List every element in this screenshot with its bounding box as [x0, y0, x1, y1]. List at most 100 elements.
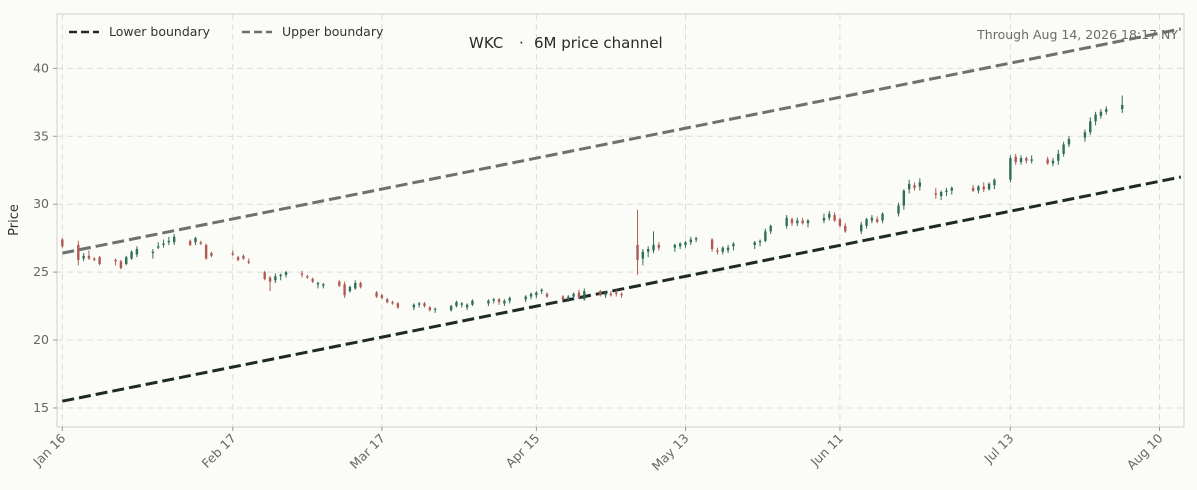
candle	[125, 255, 128, 266]
candle	[417, 302, 421, 308]
candle	[913, 182, 916, 191]
candle-body	[609, 293, 613, 296]
candle-body	[77, 244, 80, 260]
candle-body	[982, 186, 985, 190]
legend-label-lower: Lower boundary	[109, 24, 211, 39]
candle-body	[796, 220, 799, 224]
candle	[279, 273, 282, 281]
candle-body	[487, 300, 490, 304]
candle-body	[897, 205, 900, 214]
y-axis-ticks: 15 20 25 30 35 40	[33, 60, 57, 415]
candle-body	[210, 253, 213, 256]
candle	[620, 292, 623, 298]
candle-body	[433, 308, 437, 310]
candle	[508, 296, 511, 304]
y-tick-label: 20	[33, 332, 49, 347]
candle	[487, 299, 490, 307]
candle-body	[1025, 158, 1028, 161]
candle-body	[726, 247, 730, 251]
candle	[535, 291, 538, 298]
candle	[561, 295, 565, 301]
candle-body	[694, 238, 698, 240]
legend-label-upper: Upper boundary	[282, 24, 384, 39]
candle-body	[934, 193, 938, 195]
candle	[902, 189, 906, 210]
x-tick-label: Mar 17	[347, 431, 388, 472]
candle-body	[428, 307, 432, 311]
candle	[93, 257, 96, 262]
candle-body	[913, 185, 916, 188]
candle-body	[673, 244, 677, 248]
candle	[1062, 141, 1065, 157]
x-tick-label: May 13	[649, 431, 692, 474]
candle-body	[460, 303, 463, 305]
candle-body	[156, 246, 160, 248]
candle	[785, 215, 788, 229]
upper-boundary-line	[62, 27, 1182, 255]
candle-body	[1094, 114, 1097, 122]
candle	[242, 254, 245, 260]
candle	[567, 295, 570, 303]
candle	[428, 306, 432, 312]
candle-body	[311, 278, 314, 282]
candle-body	[684, 242, 687, 245]
x-tick-label: Jan 16	[29, 430, 68, 469]
candle	[545, 292, 549, 298]
candle	[87, 250, 91, 260]
candle-body	[135, 249, 139, 255]
candle	[396, 302, 400, 309]
candle-body	[977, 186, 980, 191]
candle-body	[87, 255, 91, 259]
candle-body	[188, 240, 192, 245]
x-tick-label: Aug 10	[1124, 430, 1166, 472]
candle	[231, 250, 234, 256]
candle-body	[1051, 160, 1055, 164]
candle	[167, 236, 171, 245]
candle	[844, 223, 847, 233]
candle-body	[1089, 121, 1092, 133]
candle	[236, 255, 240, 262]
candle	[1083, 129, 1087, 142]
candle-body	[918, 182, 922, 187]
candle-body	[545, 293, 549, 297]
candle	[135, 246, 139, 258]
candle	[247, 258, 250, 264]
candle-body	[242, 255, 245, 259]
candle	[833, 212, 836, 222]
candle-body	[535, 292, 538, 296]
candle	[274, 273, 277, 283]
candle-body	[93, 258, 96, 260]
candle-body	[199, 242, 203, 244]
candle-body	[620, 293, 623, 296]
candle	[907, 179, 911, 194]
candle-body	[396, 303, 400, 308]
candle-body	[583, 291, 586, 300]
y-tick-label: 40	[33, 60, 49, 75]
candle	[646, 246, 650, 258]
candle-body	[1019, 158, 1023, 163]
candle	[524, 295, 527, 303]
plot-frame	[56, 13, 1185, 428]
candle	[1014, 153, 1017, 165]
candle-body	[646, 249, 650, 252]
candle-body	[231, 253, 234, 255]
candle	[939, 190, 943, 201]
candle	[769, 224, 772, 235]
candle-body	[524, 296, 527, 300]
candle	[412, 303, 416, 311]
candle	[151, 249, 155, 259]
candle	[870, 215, 874, 224]
candle-body	[577, 292, 581, 298]
chart-title-ticker: WKC	[469, 34, 503, 52]
candle-body	[194, 238, 197, 243]
candle-body	[1067, 138, 1071, 145]
candle	[977, 185, 980, 194]
candle-body	[359, 282, 362, 288]
candle-body	[386, 299, 389, 303]
candle	[599, 289, 602, 297]
candle	[343, 281, 346, 298]
candle-body	[902, 190, 906, 206]
candle	[316, 281, 320, 289]
